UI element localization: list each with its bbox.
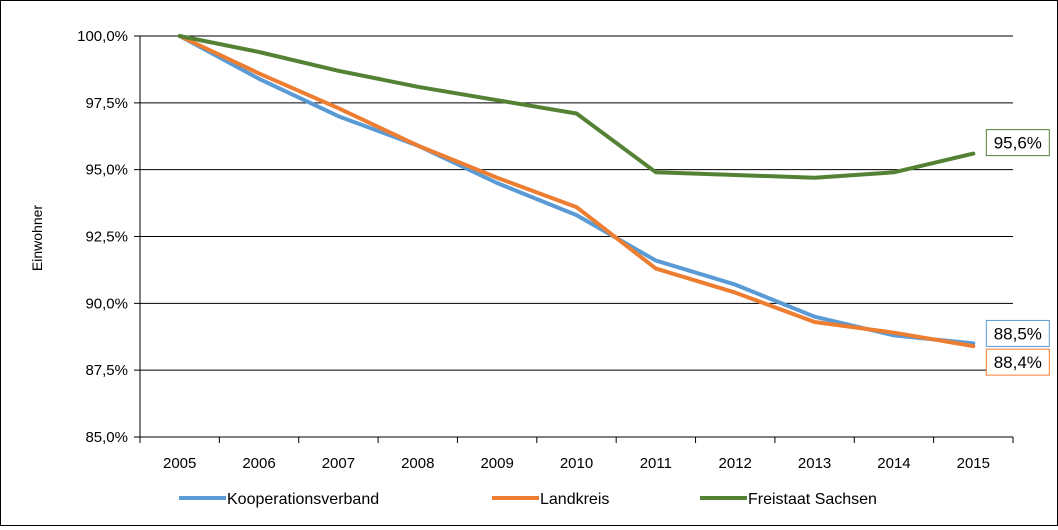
x-tick-label: 2006 — [242, 455, 275, 472]
end-label-box — [985, 348, 1050, 376]
x-tick-label: 2009 — [480, 455, 513, 472]
y-tick-label: 97,5% — [85, 95, 128, 112]
legend-label: Freistaat Sachsen — [748, 491, 877, 508]
x-tick-label: 2008 — [401, 455, 434, 472]
series-line-landkreis — [177, 34, 976, 349]
y-tick-label: 92,5% — [85, 229, 128, 246]
end-label-text: 95,6% — [994, 134, 1042, 153]
series-line-freistaat-sachsen — [177, 34, 976, 180]
x-tick-label: 2014 — [877, 455, 910, 472]
x-tick-label: 2010 — [560, 455, 593, 472]
y-tick-label: 95,0% — [85, 162, 128, 179]
x-tick-label: 2013 — [798, 455, 831, 472]
end-label-text: 88,4% — [994, 353, 1042, 372]
axes: 100,0% 97,5% 95,0% 92,5% 90,0% 87,5% 85,0% 2005… — [77, 28, 1014, 472]
y-tick-label: 100,0% — [77, 28, 128, 45]
x-tick-label: 2015 — [957, 455, 990, 472]
x-tick-label: 2005 — [163, 455, 196, 472]
x-tick-label: 2012 — [719, 455, 752, 472]
y-axis-title: Einwohner — [29, 205, 45, 271]
end-label-text: 88,5% — [994, 324, 1042, 343]
y-tick-label: 85,0% — [85, 429, 128, 446]
end-label-box — [985, 319, 1050, 347]
series-line-kooperationsverband — [177, 34, 976, 346]
gridlines — [134, 35, 1013, 438]
y-tick-label: 90,0% — [85, 295, 128, 312]
x-tick-label: 2007 — [322, 455, 355, 472]
legend-label: Landkreis — [540, 491, 609, 508]
y-tick-label: 87,5% — [85, 362, 128, 379]
legend: Kooperationsverband Landkreis Freistaat Sa… — [179, 491, 877, 508]
end-value-labels: 88,5% 88,4% 95,6% — [985, 129, 1050, 376]
legend-label: Kooperationsverband — [227, 491, 379, 508]
end-label-box — [985, 129, 1050, 157]
series-lines — [177, 34, 976, 349]
x-tick-label: 2011 — [640, 455, 672, 472]
